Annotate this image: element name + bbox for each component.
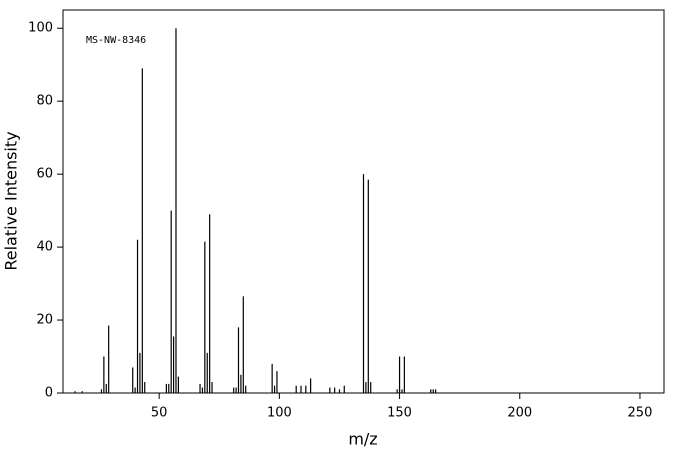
x-tick-label: 200 [507,406,532,421]
y-axis-label: Relative Intensity [2,131,21,270]
x-tick-label: 150 [387,406,412,421]
y-tick-label: 80 [36,94,53,109]
annotation: MS-NW-8346 [86,35,146,46]
x-tick-label: 100 [267,406,292,421]
y-tick-label: 40 [36,240,53,255]
x-axis-label: m/z [348,430,377,449]
y-tick-label: 60 [36,167,53,182]
x-tick-label: 50 [151,406,168,421]
y-tick-label: 0 [45,386,53,401]
x-tick-label: 250 [628,406,653,421]
y-tick-label: 20 [36,313,53,328]
y-tick-label: 100 [28,21,53,36]
